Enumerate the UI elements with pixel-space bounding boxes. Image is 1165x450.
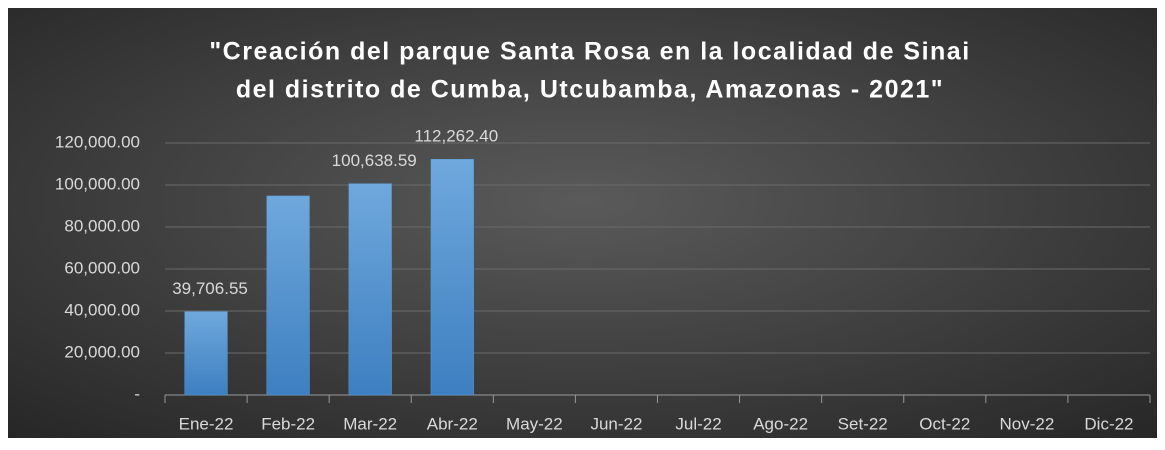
y-tick-label: 40,000.00: [64, 300, 140, 319]
x-tick-label: Dic-22: [1084, 414, 1133, 433]
x-tick-label: May-22: [506, 414, 563, 433]
data-label: 100,638.59: [332, 151, 417, 170]
x-tick-label: Feb-22: [261, 414, 315, 433]
chart-title: "Creación del parque Santa Rosa en la lo…: [209, 38, 970, 66]
bar: [348, 183, 392, 396]
y-tick-label: 20,000.00: [64, 342, 140, 361]
x-tick-label: Oct-22: [919, 414, 970, 433]
x-tick-label: Ene-22: [179, 414, 234, 433]
y-tick-label: -: [134, 384, 140, 403]
bar: [430, 158, 474, 396]
data-label: 112,262.40: [414, 127, 498, 146]
bar: [266, 195, 310, 396]
y-tick-label: 80,000.00: [64, 216, 140, 235]
chart-title: del distrito de Cumba, Utcubamba, Amazon…: [236, 76, 944, 104]
x-tick-label: Abr-22: [427, 414, 478, 433]
x-tick-label: Jun-22: [590, 414, 642, 433]
data-label: 39,706.55: [172, 279, 248, 298]
x-tick-label: Nov-22: [999, 414, 1054, 433]
y-tick-label: 100,000.00: [55, 174, 140, 193]
x-tick-label: Ago-22: [753, 414, 808, 433]
x-tick-label: Jul-22: [675, 414, 721, 433]
x-tick-label: Set-22: [838, 414, 888, 433]
bar: [184, 311, 228, 396]
chart-background: [8, 8, 1157, 438]
y-tick-label: 120,000.00: [55, 132, 140, 151]
x-tick-label: Mar-22: [343, 414, 397, 433]
y-tick-label: 60,000.00: [64, 258, 140, 277]
